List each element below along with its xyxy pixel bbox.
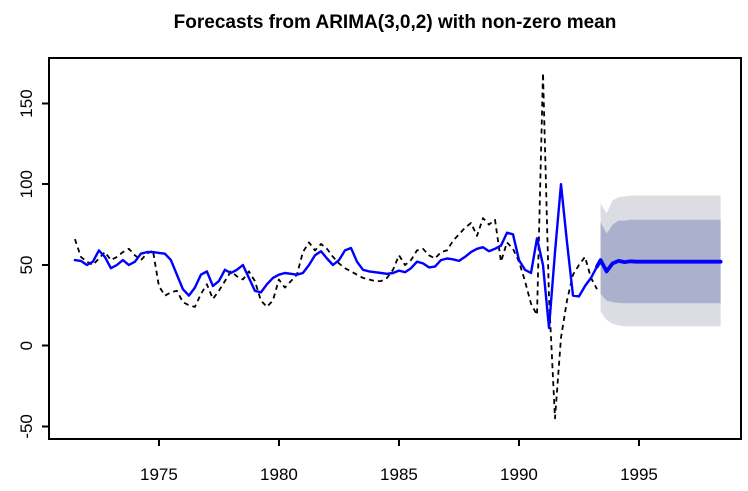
y-axis-tick-label: 50: [17, 256, 36, 275]
y-axis-tick-label: -50: [17, 414, 36, 439]
x-axis-tick-label: 1980: [260, 465, 298, 484]
observed-series-line: [74, 72, 598, 420]
fitted-series-line: [73, 182, 599, 330]
forecast-mean-line: [595, 258, 723, 274]
y-axis-tick-label: 0: [17, 341, 36, 350]
y-axis-tick-label: 100: [17, 170, 36, 198]
chart-title: Forecasts from ARIMA(3,0,2) with non-zer…: [174, 12, 617, 33]
plot-area: 1975 1980 1985 1990 1995 -50 0 50 100 150: [17, 57, 742, 484]
plot-box: [48, 57, 742, 440]
x-axis-tick-label: 1985: [380, 465, 418, 484]
x-axis-tick-label: 1995: [620, 465, 658, 484]
x-axis-tick-label: 1990: [500, 465, 538, 484]
y-axis-tick-label: 150: [17, 89, 36, 117]
x-axis-tick-label: 1975: [140, 465, 178, 484]
